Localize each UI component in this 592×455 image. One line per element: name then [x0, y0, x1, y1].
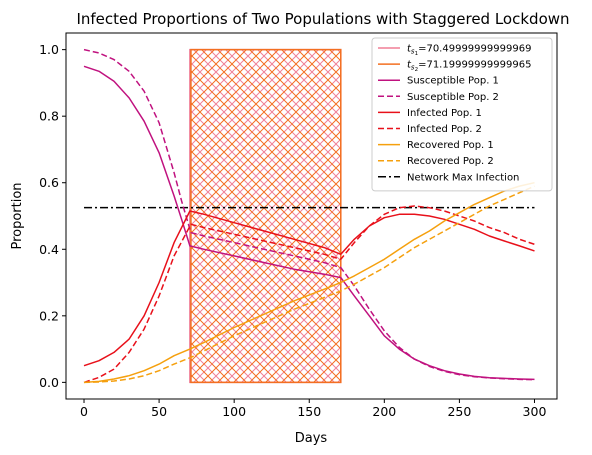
x-tick-label: 0 [80, 404, 88, 419]
plot-area [83, 48, 535, 384]
x-tick-label: 300 [523, 404, 547, 419]
x-axis-label: Days [295, 431, 328, 446]
legend-box [371, 37, 553, 192]
legend-entry-label: Susceptible Pop. 1 [407, 76, 499, 87]
legend-entry-label: Infected Pop. 2 [407, 124, 482, 135]
legend-entry-label: Recovered Pop. 2 [407, 156, 494, 167]
legend-entry-label: Infected Pop. 1 [407, 108, 482, 119]
x-tick-label: 250 [447, 404, 471, 419]
legend-entry-label: Recovered Pop. 1 [407, 140, 494, 151]
x-axis: 0 50 100 150 200 250 300 [80, 399, 546, 419]
y-tick-label: 0.6 [39, 175, 59, 190]
series-recovered-pop-1 [83, 181, 535, 384]
plot-frame [65, 32, 558, 400]
series-susceptible-pop-2 [83, 48, 535, 381]
legend-entry-label: Susceptible Pop. 2 [407, 92, 499, 103]
x-tick-label: 200 [372, 404, 396, 419]
lockdown-region-2 [190, 48, 342, 384]
legend: ts1=70.49999999999969 ts2=71.199999999999… [371, 37, 553, 192]
y-axis: 0.0 0.2 0.4 0.6 0.8 1.0 [39, 42, 66, 390]
series-recovered-pop-2 [83, 185, 535, 384]
legend-entry-label: Network Max Infection [407, 172, 519, 183]
y-tick-label: 0.0 [39, 375, 59, 390]
chart-title: Infected Proportions of Two Populations … [76, 10, 569, 28]
series-infected-pop-2 [83, 205, 535, 384]
legend-entry-label: ts1=70.49999999999969 [407, 44, 531, 58]
series-infected-pop-1 [83, 210, 535, 367]
y-tick-label: 0.8 [39, 109, 59, 124]
x-tick-label: 50 [151, 404, 167, 419]
y-axis-label: Proportion [10, 182, 25, 249]
x-tick-label: 150 [297, 404, 321, 419]
y-tick-label: 0.4 [39, 242, 59, 257]
y-tick-label: 1.0 [39, 42, 59, 57]
legend-entry-label: ts2=71.19999999999965 [407, 60, 531, 74]
x-tick-label: 100 [222, 404, 246, 419]
y-tick-label: 0.2 [39, 308, 59, 323]
